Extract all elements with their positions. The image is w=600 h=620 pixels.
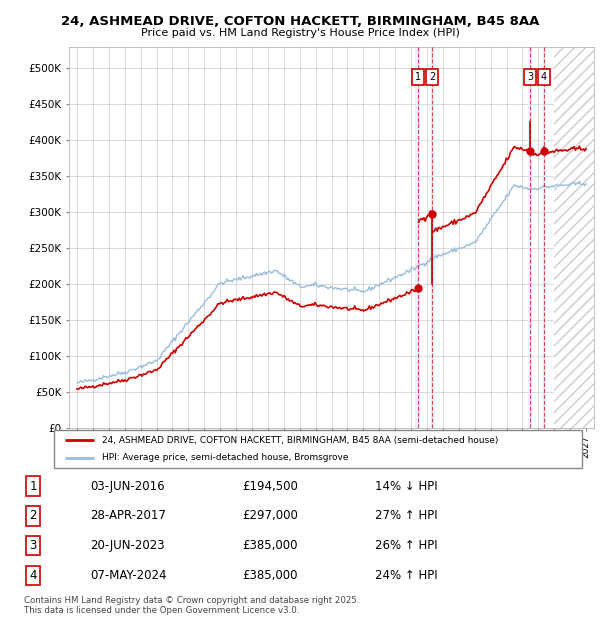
- Text: 24, ASHMEAD DRIVE, COFTON HACKETT, BIRMINGHAM, B45 8AA (semi-detached house): 24, ASHMEAD DRIVE, COFTON HACKETT, BIRMI…: [101, 435, 498, 445]
- Text: 3: 3: [527, 72, 533, 82]
- Text: £297,000: £297,000: [242, 510, 298, 522]
- Bar: [554, 46, 600, 428]
- Text: £385,000: £385,000: [242, 539, 298, 552]
- Text: 24% ↑ HPI: 24% ↑ HPI: [375, 569, 437, 582]
- Text: 1: 1: [29, 480, 37, 492]
- Text: Price paid vs. HM Land Registry's House Price Index (HPI): Price paid vs. HM Land Registry's House …: [140, 28, 460, 38]
- Bar: [542, 46, 547, 428]
- Bar: [415, 46, 420, 428]
- Text: HPI: Average price, semi-detached house, Bromsgrove: HPI: Average price, semi-detached house,…: [101, 453, 348, 463]
- Text: 3: 3: [29, 539, 37, 552]
- Text: 27% ↑ HPI: 27% ↑ HPI: [375, 510, 437, 522]
- Text: 20-JUN-2023: 20-JUN-2023: [90, 539, 164, 552]
- Bar: [430, 46, 434, 428]
- Bar: [554, 46, 600, 428]
- Text: 2: 2: [429, 72, 436, 82]
- Text: 28-APR-2017: 28-APR-2017: [90, 510, 166, 522]
- Text: £194,500: £194,500: [242, 480, 298, 492]
- Text: This data is licensed under the Open Government Licence v3.0.: This data is licensed under the Open Gov…: [24, 606, 299, 616]
- Text: 03-JUN-2016: 03-JUN-2016: [90, 480, 164, 492]
- Text: 26% ↑ HPI: 26% ↑ HPI: [375, 539, 437, 552]
- Text: 4: 4: [541, 72, 547, 82]
- Text: 07-MAY-2024: 07-MAY-2024: [90, 569, 166, 582]
- Text: 2: 2: [29, 510, 37, 522]
- Text: 14% ↓ HPI: 14% ↓ HPI: [375, 480, 437, 492]
- Text: 24, ASHMEAD DRIVE, COFTON HACKETT, BIRMINGHAM, B45 8AA: 24, ASHMEAD DRIVE, COFTON HACKETT, BIRMI…: [61, 15, 539, 28]
- Text: £385,000: £385,000: [242, 569, 298, 582]
- Bar: [527, 46, 532, 428]
- Text: Contains HM Land Registry data © Crown copyright and database right 2025.: Contains HM Land Registry data © Crown c…: [24, 596, 359, 606]
- Text: 1: 1: [415, 72, 421, 82]
- FancyBboxPatch shape: [54, 430, 582, 468]
- Text: 4: 4: [29, 569, 37, 582]
